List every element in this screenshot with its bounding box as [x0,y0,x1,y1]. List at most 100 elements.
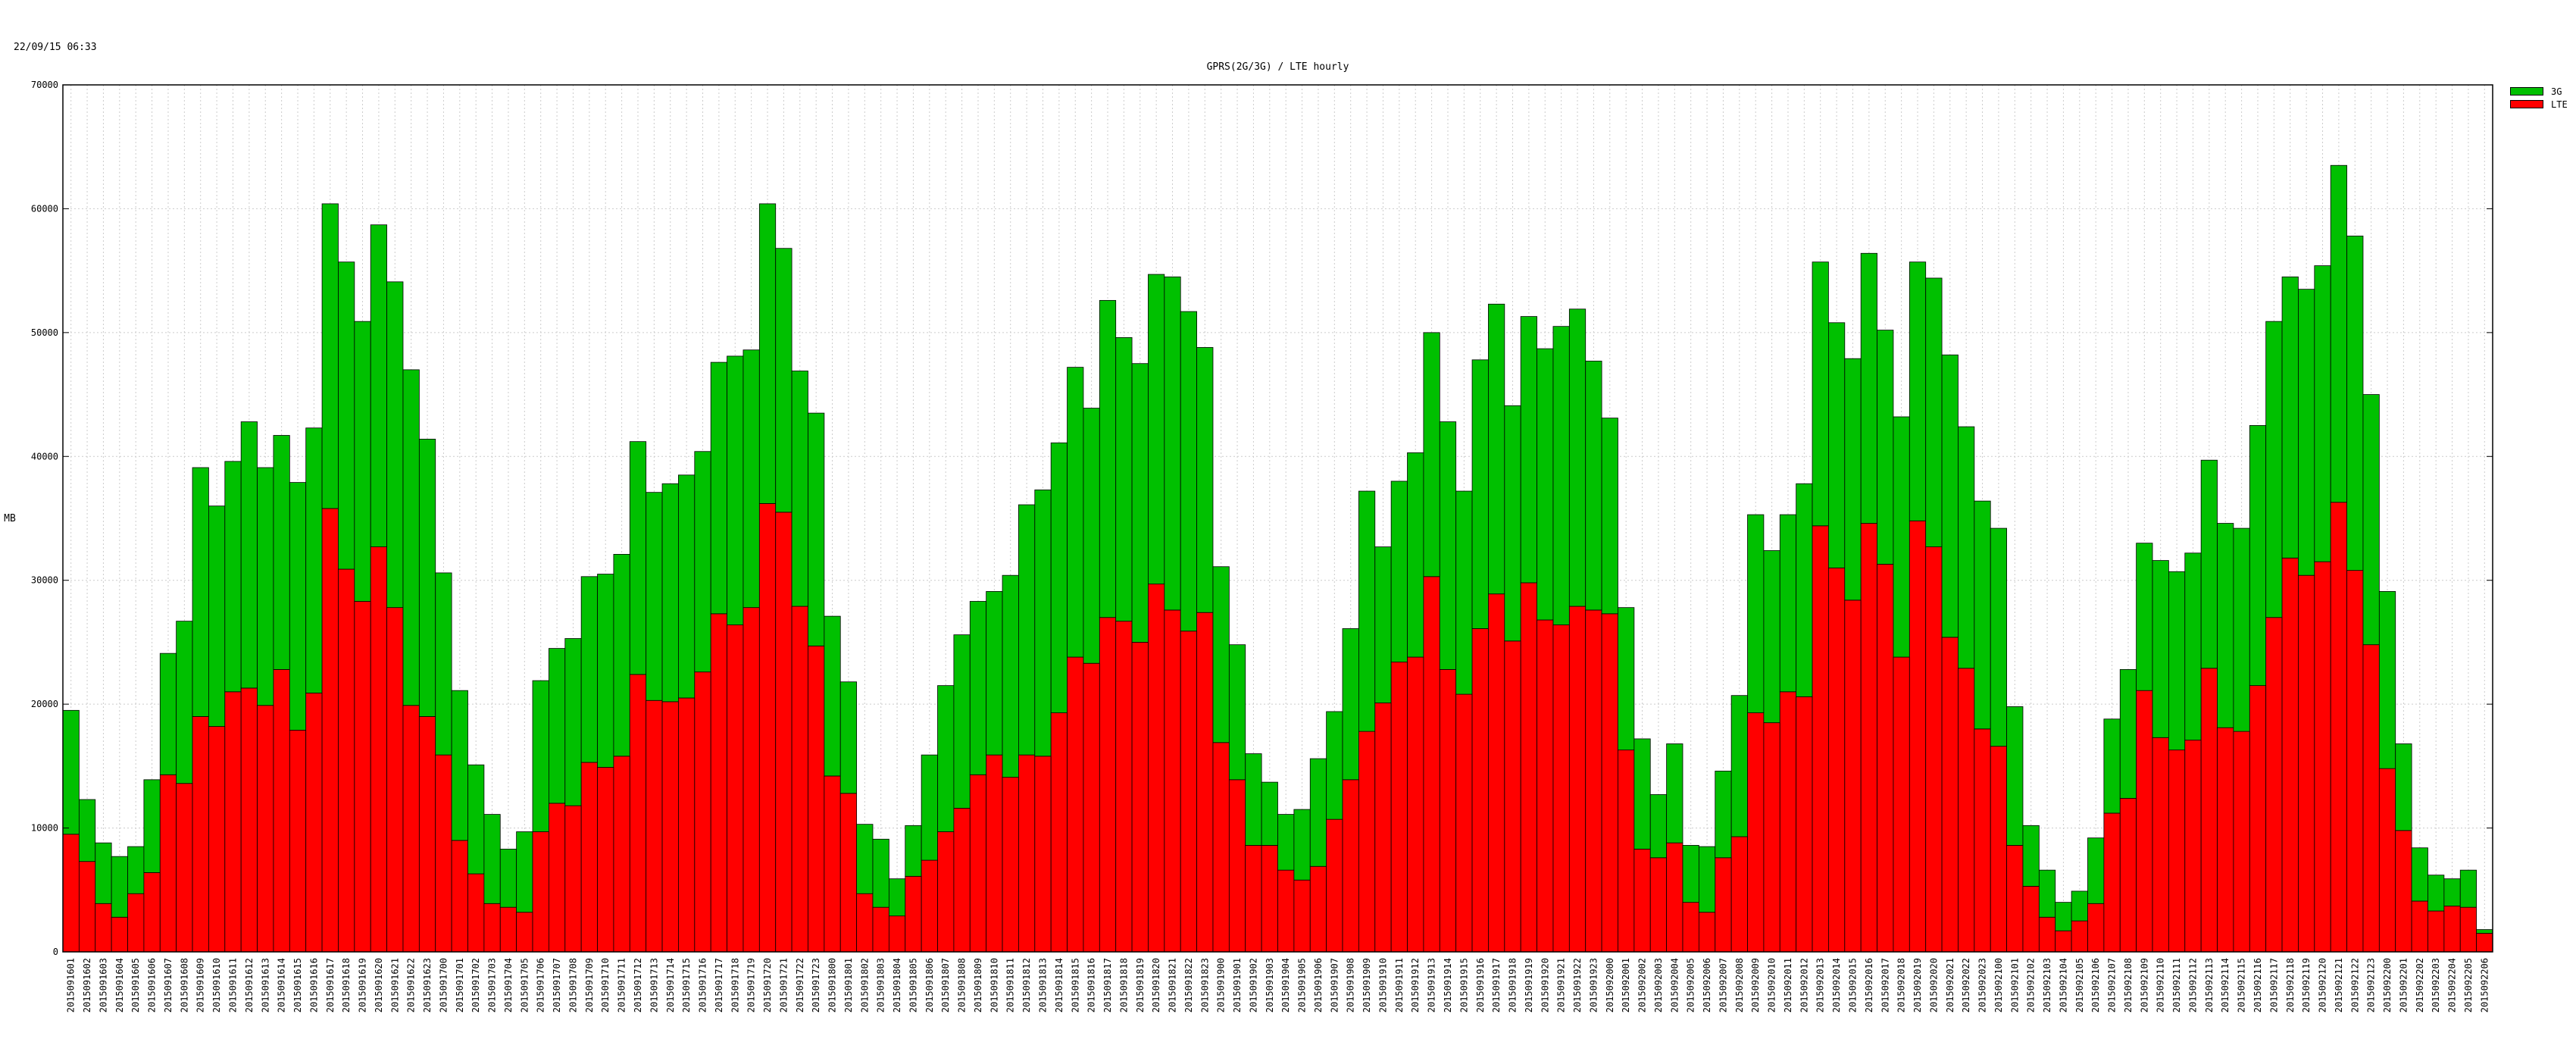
bar-3g [435,572,452,756]
bar-lte [451,840,468,953]
bar-lte [499,906,517,953]
x-tick-label: 2015092103 [2042,958,2052,1012]
bar-lte [2346,570,2364,953]
bar-lte [1585,609,1602,953]
bar-lte [856,893,874,953]
bar-3g [95,842,112,904]
x-tick-label: 2015092019 [1912,958,1923,1012]
bar-3g [1050,442,1068,713]
bar-lte [1374,703,1392,953]
x-tick-label: 2015091607 [163,958,174,1012]
bar-3g [1342,628,1359,781]
bar-3g [1228,644,1246,781]
bar-3g [580,576,598,763]
x-tick-label: 2015091812 [1021,958,1032,1012]
bar-lte [2443,906,2461,953]
bar-lte [338,568,355,953]
legend-item-3g: 3G [2510,85,2568,98]
bar-3g [2119,668,2137,799]
bar-3g [1796,483,1813,697]
x-tick-label: 2015091800 [827,958,838,1012]
bar-lte [1180,631,1197,953]
bar-lte [953,808,971,953]
bar-lte [986,754,1003,953]
bar-lte [1974,728,1991,953]
chart-title: GPRS(2G/3G) / LTE hourly [1207,61,1349,73]
x-tick-label: 2015091719 [746,958,757,1012]
x-tick-label: 2015092000 [1605,958,1615,1012]
x-tick-label: 2015091816 [1086,958,1097,1012]
x-tick-label: 2015091912 [1410,958,1421,1012]
bar-lte [1293,879,1311,953]
bar-lte [1050,712,1068,953]
x-tick-label: 2015092206 [2479,958,2490,1012]
x-tick-label: 2015092119 [2301,958,2312,1012]
x-tick-label: 2015091618 [341,958,352,1012]
bar-3g [257,467,274,706]
x-tick-label: 2015091602 [82,958,92,1012]
x-tick-label: 2015091821 [1168,958,1178,1012]
bar-3g [1196,347,1214,613]
x-tick-label: 2015091922 [1572,958,1583,1012]
bar-3g [111,856,128,918]
bar-lte [613,756,630,953]
x-tick-label: 2015091706 [536,958,546,1012]
x-tick-label: 2015091701 [455,958,465,1012]
bar-3g [921,754,938,861]
bar-3g [1212,566,1230,743]
bar-3g [661,483,679,703]
x-tick-label: 2015091622 [406,958,417,1012]
x-tick-label: 2015091801 [843,958,854,1012]
bar-3g [240,421,258,689]
bar-lte [1682,902,1699,953]
x-tick-label: 2015092114 [2220,958,2231,1012]
x-tick-label: 2015092200 [2382,958,2393,1012]
bar-3g [1666,743,1683,843]
x-tick-label: 2015092017 [1880,958,1890,1012]
bar-lte [1925,546,1943,953]
bar-lte [2103,812,2121,953]
x-tick-label: 2015092112 [2187,958,2198,1012]
x-tick-label: 2015091700 [438,958,449,1012]
x-tick-label: 2015091723 [811,958,821,1012]
bar-lte [1909,520,1927,953]
bar-3g [613,553,630,757]
y-tick-label: 20000 [31,699,58,709]
y-tick-label: 0 [53,947,58,957]
bar-3g [1018,504,1036,756]
x-tick-label: 2015091717 [714,958,724,1012]
x-tick-label: 2015091714 [665,958,676,1012]
x-tick-label: 2015091806 [924,958,935,1012]
x-tick-label: 2015091804 [892,958,902,1012]
bar-lte [273,668,290,953]
x-tick-label: 2015091718 [730,958,740,1012]
bar-3g [451,690,468,841]
bar-lte [2152,737,2169,953]
x-tick-label: 2015091906 [1313,958,1324,1012]
bar-lte [629,674,647,953]
x-tick-label: 2015092115 [2237,958,2247,1012]
x-tick-label: 2015091918 [1508,958,1518,1012]
x-tick-label: 2015092022 [1961,958,1971,1012]
x-tick-label: 2015091603 [98,958,108,1012]
bar-lte [1471,628,1489,953]
bar-lte [1877,564,1894,953]
bar-3g [321,203,339,509]
x-tick-label: 2015091721 [778,958,789,1012]
bar-lte [2233,731,2250,953]
x-tick-label: 2015091623 [422,958,433,1012]
x-tick-label: 2015091904 [1280,958,1291,1012]
bar-lte [467,873,485,953]
x-tick-label: 2015091621 [389,958,400,1012]
bar-lte [1601,613,1618,953]
bar-3g [1131,363,1149,643]
x-tick-label: 2015092005 [1686,958,1696,1012]
bar-lte [516,912,533,953]
bar-lte [2428,910,2445,953]
bar-3g [1828,322,1846,568]
x-tick-label: 2015091707 [552,958,562,1012]
bar-3g [1067,367,1084,658]
bar-lte [1730,836,1748,953]
x-tick-label: 2015091606 [147,958,158,1012]
